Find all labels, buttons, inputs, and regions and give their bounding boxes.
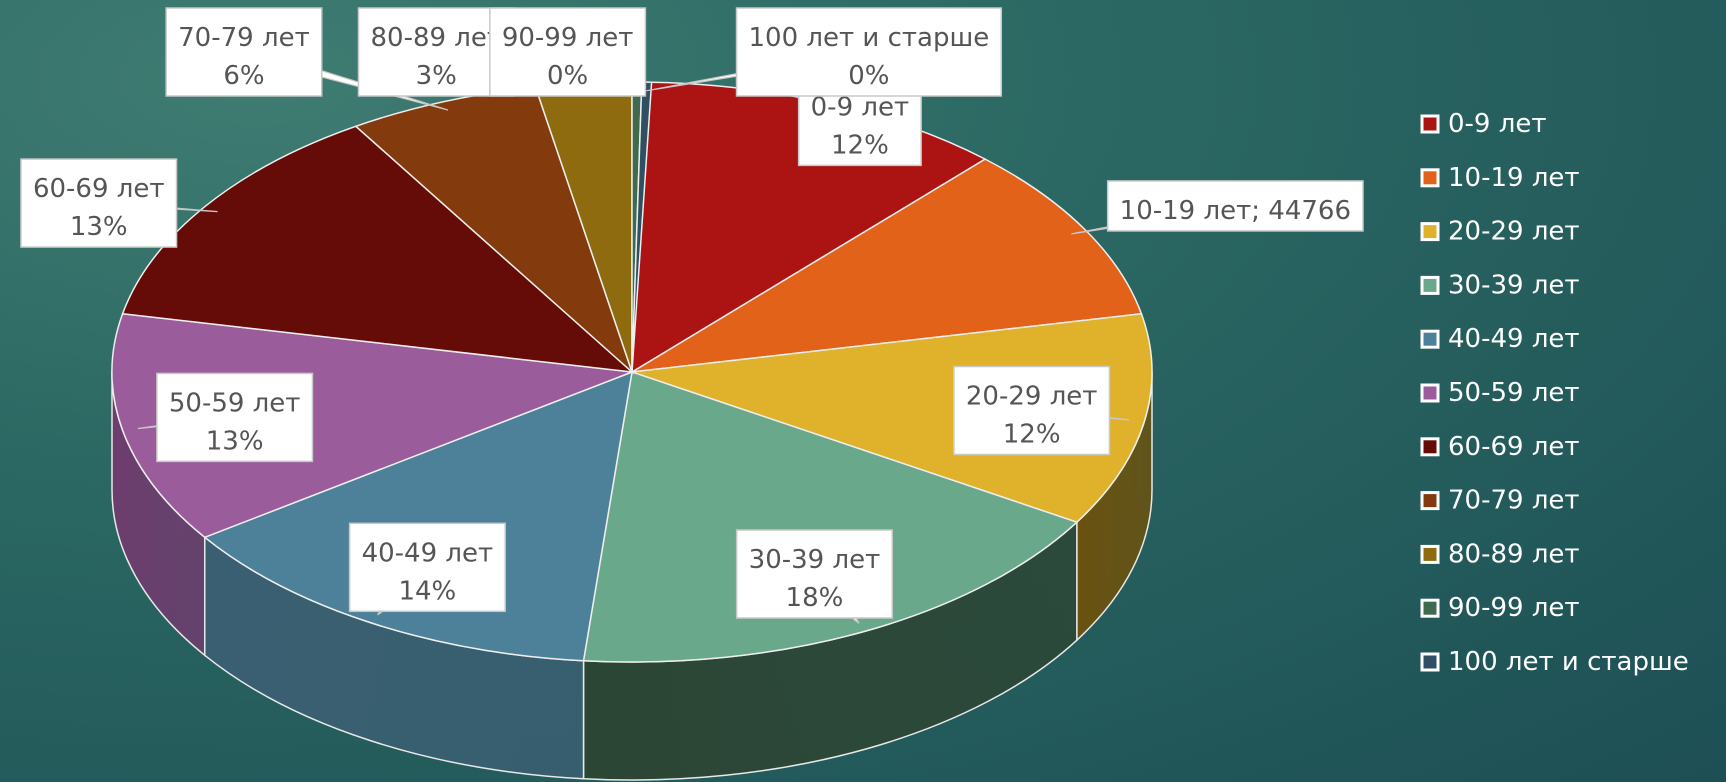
legend-swatch-50-59: [1420, 383, 1440, 403]
slice-40-49: [203, 370, 633, 662]
legend-label-40-49: 40-49 лет: [1448, 324, 1580, 354]
label-10-19: 10-19 лет; 44766: [1071, 180, 1364, 235]
label-title-70-79: 70-79 лет: [178, 23, 310, 53]
label-100: 100 лет и старше 0%: [646, 7, 1003, 97]
label-box-100: [735, 7, 1003, 97]
legend-item-10-19: 10-19 лет: [1420, 163, 1580, 193]
label-title-10-19: 10-19 лет; 44766: [1120, 196, 1351, 226]
legend-label-80-89: 80-89 лет: [1448, 539, 1580, 569]
legend-label-10-19: 10-19 лет: [1448, 163, 1580, 193]
legend-label-20-29: 20-29 лет: [1448, 217, 1580, 247]
label-title-100: 100 лет и старше: [749, 23, 990, 53]
slice-30-39: [582, 371, 1079, 663]
label-60-69: 60-69 лет 13%: [20, 158, 218, 248]
label-box-80-89: [357, 7, 515, 97]
label-box-90-99: [489, 7, 647, 97]
label-box-60-69: [20, 158, 178, 248]
slice-10-19: [631, 158, 1143, 373]
legend-swatch-70-79: [1420, 491, 1440, 511]
label-box-70-79: [165, 7, 323, 97]
legend-label-0-9: 0-9 лет: [1448, 109, 1547, 139]
legend-swatch-10-19: [1420, 168, 1440, 188]
label-title-20-29: 20-29 лет: [966, 382, 1098, 412]
legend-item-30-39: 30-39 лет: [1420, 270, 1580, 300]
legend-item-0-9: 0-9 лет: [1420, 109, 1547, 139]
label-title-0-9: 0-9 лет: [811, 92, 910, 122]
label-value-90-99: 0%: [547, 61, 588, 91]
label-50-59: 50-59 лет 13%: [137, 372, 314, 463]
label-30-39: 30-39 лет 18%: [735, 529, 893, 624]
legend-swatch-0-9: [1420, 114, 1440, 134]
chart-legend: 0-9 лет 10-19 лет 20-29 лет 30-39 лет 40-49 …: [1420, 109, 1689, 677]
legend-item-50-59: 50-59 лет: [1420, 378, 1580, 408]
legend-swatch-30-39: [1420, 275, 1440, 295]
legend-label-90-99: 90-99 лет: [1448, 593, 1580, 623]
legend-label-50-59: 50-59 лет: [1448, 378, 1580, 408]
label-value-50-59: 13%: [206, 426, 264, 456]
pie-side-walls: [111, 371, 1153, 781]
label-value-60-69: 13%: [70, 212, 128, 242]
legend-label-70-79: 70-79 лет: [1448, 486, 1580, 516]
label-90-99: 90-99 лет 0%: [489, 7, 647, 97]
label-value-30-39: 18%: [786, 583, 844, 613]
label-title-90-99: 90-99 лет: [502, 23, 634, 53]
legend-swatch-80-89: [1420, 544, 1440, 564]
label-box-30-39: [735, 529, 893, 619]
label-box-20-29: [953, 365, 1111, 456]
legend-item-90-99: 90-99 лет: [1420, 593, 1580, 623]
label-title-60-69: 60-69 лет: [33, 174, 165, 204]
label-title-40-49: 40-49 лет: [362, 538, 494, 568]
legend-item-40-49: 40-49 лет: [1420, 324, 1580, 354]
label-box-40-49: [348, 522, 506, 613]
legend-swatch-20-29: [1420, 222, 1440, 242]
label-value-0-9: 12%: [831, 130, 889, 160]
slice-60-69: [121, 125, 635, 374]
slice-50-59: [111, 312, 633, 539]
legend-item-20-29: 20-29 лет: [1420, 217, 1580, 247]
legend-label-60-69: 60-69 лет: [1448, 432, 1580, 462]
label-value-80-89: 3%: [416, 61, 457, 91]
slice-labels: 0-9 лет 12% 10-19 лет; 44766 20-29 лет 12% 30…: [20, 7, 1364, 624]
legend-label-30-39: 30-39 лет: [1448, 270, 1580, 300]
legend-item-70-79: 70-79 лет: [1420, 486, 1580, 516]
label-value-20-29: 12%: [1003, 420, 1061, 450]
legend-item-100: 100 лет и старше: [1420, 647, 1689, 677]
label-value-100: 0%: [848, 61, 889, 91]
legend-swatch-40-49: [1420, 329, 1440, 349]
legend-item-60-69: 60-69 лет: [1420, 432, 1580, 462]
legend-swatch-90-99: [1420, 598, 1440, 618]
label-80-89: 80-89 лет 3%: [357, 7, 586, 97]
label-value-70-79: 6%: [223, 61, 264, 91]
label-title-50-59: 50-59 лет: [169, 388, 301, 418]
legend-item-80-89: 80-89 лет: [1420, 539, 1580, 569]
label-40-49: 40-49 лет 14%: [348, 522, 506, 616]
legend-swatch-100: [1420, 652, 1440, 672]
label-title-30-39: 30-39 лет: [749, 545, 881, 575]
legend-swatch-60-69: [1420, 437, 1440, 457]
label-box-10-19: [1106, 180, 1364, 232]
label-box-50-59: [156, 372, 314, 463]
label-title-80-89: 80-89 лет: [370, 23, 502, 53]
label-20-29: 20-29 лет 12%: [953, 365, 1130, 456]
legend-label-100: 100 лет и старше: [1448, 647, 1689, 677]
label-value-40-49: 14%: [398, 576, 456, 606]
